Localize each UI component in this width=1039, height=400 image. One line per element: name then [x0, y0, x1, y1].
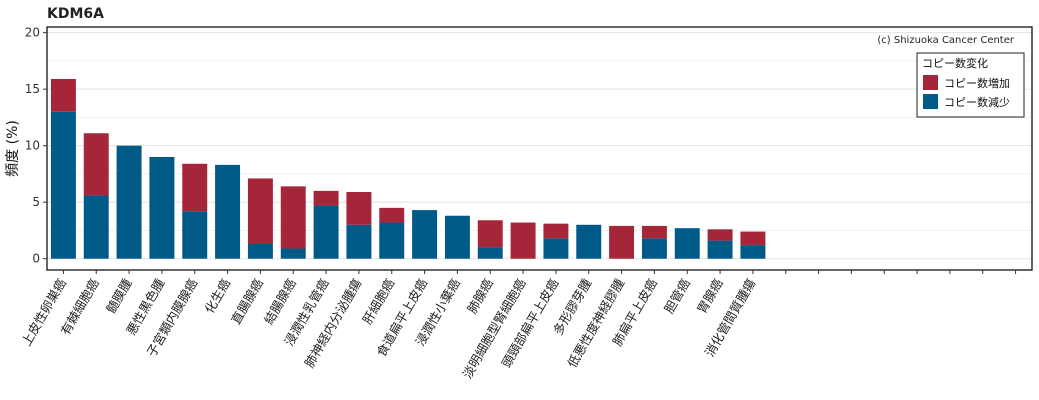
- x-tick-label: 胃腺癌: [694, 276, 726, 316]
- bar-gain: [346, 192, 372, 225]
- bar-gain: [641, 225, 667, 239]
- x-tick-label: 化生癌: [201, 276, 233, 316]
- bar-gain: [182, 163, 208, 212]
- chart-title: KDM6A: [47, 6, 104, 22]
- legend-label-gain: コピー数増加: [944, 77, 1010, 90]
- bar-loss: [247, 244, 273, 259]
- bar-loss: [313, 205, 339, 259]
- bar-loss: [149, 156, 175, 259]
- bar-loss: [412, 210, 438, 259]
- bar-gain: [379, 207, 405, 223]
- legend-swatch-gain: [923, 75, 938, 90]
- bar-loss: [346, 224, 372, 259]
- bar-loss: [116, 145, 142, 259]
- bar-loss: [674, 228, 700, 259]
- bar-gain: [83, 133, 109, 196]
- bar-gain: [740, 231, 766, 246]
- x-tick-label: 上皮性卵巣癌: [19, 276, 69, 348]
- y-tick-label: 10: [25, 139, 40, 153]
- y-tick-label: 0: [32, 252, 40, 266]
- bar-gain: [707, 229, 733, 241]
- x-tick-label: 胆管癌: [661, 276, 693, 316]
- legend-swatch-loss: [923, 94, 938, 109]
- bar-loss: [707, 240, 733, 259]
- x-tick-label: 肺腺癌: [464, 276, 496, 316]
- bar-gain: [477, 220, 503, 248]
- bar-loss: [280, 248, 306, 259]
- legend: コピー数変化 コピー数増加 コピー数減少: [916, 52, 1025, 118]
- bar-gain: [510, 222, 536, 259]
- bar-loss: [379, 222, 405, 259]
- bar-gain: [280, 186, 306, 249]
- bar-loss: [182, 211, 208, 259]
- bar-loss: [477, 247, 503, 259]
- credit-text: (c) Shizuoka Cancer Center: [877, 35, 1015, 46]
- legend-title: コピー数変化: [922, 56, 988, 70]
- y-axis-label: 頻度 (%): [5, 120, 21, 177]
- bar-loss: [740, 245, 766, 259]
- bar-gain: [247, 178, 273, 245]
- bar-loss: [50, 111, 76, 259]
- bar-gain: [543, 223, 569, 239]
- x-tick-label: 髄膜腫: [103, 276, 135, 316]
- plot-frame: [46, 26, 1033, 271]
- bar-loss: [83, 195, 109, 259]
- bar-gain: [609, 225, 635, 259]
- bar-loss: [215, 164, 241, 259]
- bar-loss: [543, 238, 569, 259]
- bar-gain: [50, 78, 76, 112]
- bar-gain: [313, 190, 339, 206]
- bar-loss: [444, 215, 470, 259]
- y-tick-label: 20: [25, 26, 40, 40]
- bar-loss: [576, 224, 602, 259]
- y-tick-label: 15: [25, 82, 40, 96]
- y-tick-label: 5: [32, 195, 40, 209]
- bar-loss: [641, 238, 667, 259]
- legend-label-loss: コピー数減少: [944, 95, 1010, 109]
